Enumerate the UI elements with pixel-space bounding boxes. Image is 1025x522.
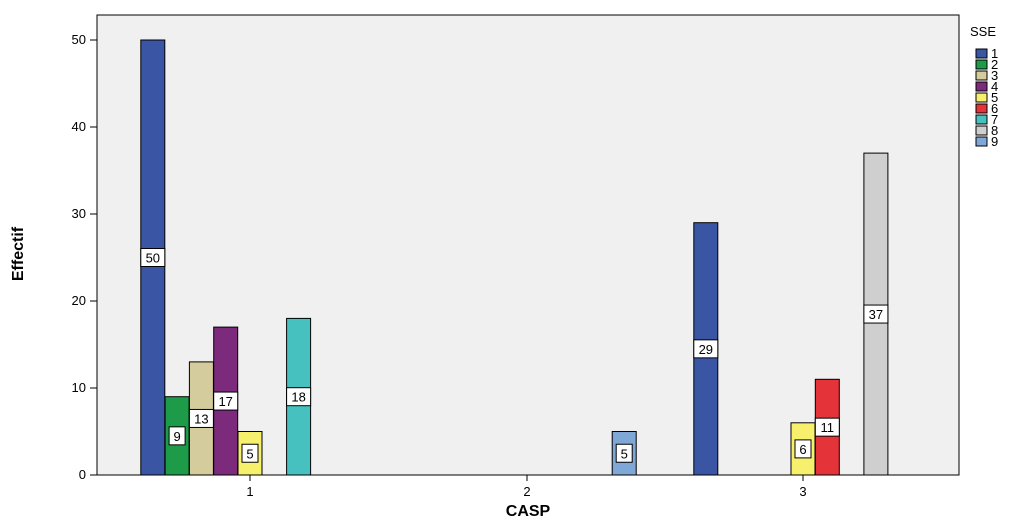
legend-label: 1	[991, 46, 998, 61]
legend-label: 8	[991, 123, 998, 138]
data-label-box	[241, 443, 259, 463]
x-axis: 1 2 3	[246, 475, 807, 499]
data-label: 17	[218, 394, 232, 409]
x-axis-title: CASP	[506, 503, 551, 520]
data-label-box	[794, 439, 812, 459]
legend-label: 6	[991, 101, 998, 116]
y-tick-label: 20	[72, 293, 86, 308]
data-labels: 50 29 9 13 17 5 6 11 18 37 5	[140, 248, 889, 463]
legend-label: 4	[991, 79, 998, 94]
data-label: 9	[173, 429, 180, 444]
data-label: 29	[699, 342, 713, 357]
legend-label: 9	[991, 134, 998, 149]
data-label: 5	[621, 446, 628, 461]
data-label: 13	[194, 411, 208, 426]
legend-swatch	[975, 92, 988, 103]
legend-swatch	[975, 70, 988, 81]
legend-label: 3	[991, 68, 998, 83]
data-label: 11	[821, 420, 835, 435]
legend-swatch	[975, 136, 988, 147]
data-label-box	[213, 391, 239, 411]
data-label-box	[168, 426, 186, 446]
y-tick-label: 50	[72, 32, 86, 47]
legend-label: 2	[991, 57, 998, 72]
y-tick-label: 40	[72, 119, 86, 134]
y-axis: 0 10 20 30 40 50	[72, 32, 97, 482]
y-tick-label: 10	[72, 380, 86, 395]
y-axis-title: Effectif	[10, 226, 27, 281]
x-tick-label: 3	[799, 484, 806, 499]
legend-swatch	[975, 103, 988, 114]
legend-title: SSE	[970, 24, 996, 39]
data-label-box	[286, 387, 312, 407]
data-label: 50	[146, 251, 160, 266]
legend-label: 5	[991, 90, 998, 105]
legend-swatch	[975, 114, 988, 125]
legend-swatch	[975, 59, 988, 70]
legend-swatch	[975, 125, 988, 136]
x-tick-label: 1	[246, 484, 253, 499]
data-label: 37	[869, 307, 883, 322]
data-label: 5	[246, 446, 253, 461]
data-label: 18	[291, 390, 305, 405]
data-label-box	[615, 443, 633, 463]
data-label: 6	[799, 442, 806, 457]
legend-swatch	[975, 81, 988, 92]
x-tick-label: 2	[523, 484, 530, 499]
data-label-box	[140, 248, 166, 267]
legend-label: 7	[991, 112, 998, 127]
data-label-box	[863, 304, 889, 324]
legend-swatch	[975, 48, 988, 59]
data-label-box	[814, 417, 840, 437]
y-tick-label: 30	[72, 206, 86, 221]
data-label-box	[693, 339, 719, 359]
y-tick-label: 0	[79, 467, 86, 482]
data-label-box	[188, 408, 214, 428]
